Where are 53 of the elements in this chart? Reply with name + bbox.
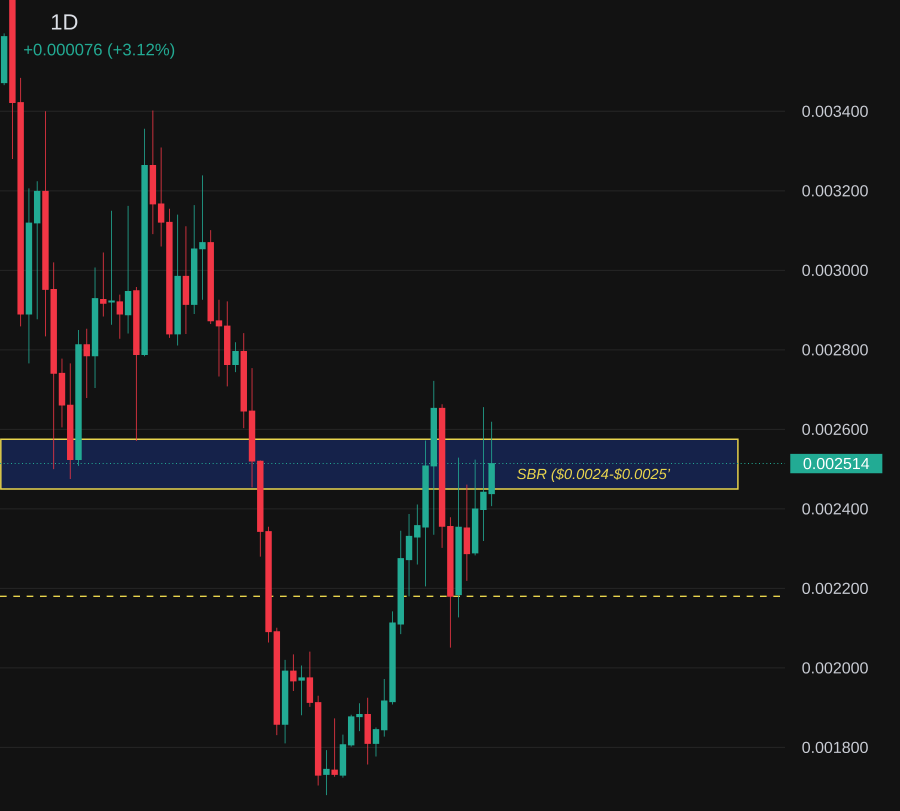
candlestick: [398, 530, 404, 634]
y-tick-label: 0.002600: [802, 424, 868, 436]
candlestick: [298, 665, 305, 716]
y-tick-label: 0.002400: [802, 503, 868, 515]
candlestick: [92, 267, 98, 388]
ref-line-label: 0.002514: [804, 458, 870, 470]
candlestick: [50, 262, 57, 470]
y-tick-label: 0.003400: [802, 106, 868, 117]
candlestick: [42, 110, 49, 337]
candlestick: [290, 654, 297, 692]
candlestick: [282, 660, 288, 744]
candlestick: [34, 180, 40, 320]
candlestick: [314, 695, 322, 786]
y-tick-label: 0.002000: [802, 662, 868, 674]
candlestick: [67, 362, 74, 480]
candlestick: [133, 286, 140, 442]
candlestick: [141, 128, 148, 357]
candlestick: [306, 651, 314, 708]
candlestick: [208, 230, 214, 324]
candlestick: [389, 611, 396, 705]
band-label: SBR ($0.0024-$0.0025’: [517, 468, 670, 482]
candlestick: [323, 750, 330, 796]
candlestick: [381, 678, 388, 738]
candlestick: [174, 214, 181, 346]
y-tick-label: 0.003000: [802, 264, 868, 276]
y-tick-label: 0.001800: [802, 742, 868, 754]
candlestick: [116, 294, 124, 340]
candlestick: [364, 697, 371, 765]
y-tick-label: 0.002200: [802, 582, 868, 594]
candlestick: [150, 110, 156, 235]
candlestick: [232, 342, 239, 372]
chart-title: 1D: [52, 14, 78, 30]
candlestick: [257, 460, 264, 557]
candlestick: [406, 514, 412, 597]
y-tick-label: 0.003200: [802, 185, 868, 196]
y-tick-label: 0.002800: [802, 344, 868, 356]
candlestick: [372, 727, 380, 757]
candlestick: [108, 210, 115, 326]
candlestick: [9, 0, 16, 160]
text: +0.000076 (+3.12%): [24, 43, 174, 59]
candlestick: [17, 78, 24, 327]
candlestick: [0, 32, 8, 86]
candlestick: [58, 358, 66, 428]
candlestick: [240, 332, 247, 429]
candlestick: [216, 299, 222, 377]
candlestick: [414, 504, 421, 565]
candlestick: [248, 368, 256, 488]
candlestick: [124, 206, 132, 334]
candlestick: [224, 300, 230, 387]
candlestick: [340, 734, 346, 778]
candlestick: [464, 484, 470, 582]
candlestick: [26, 188, 32, 364]
candlestick: [182, 226, 190, 334]
